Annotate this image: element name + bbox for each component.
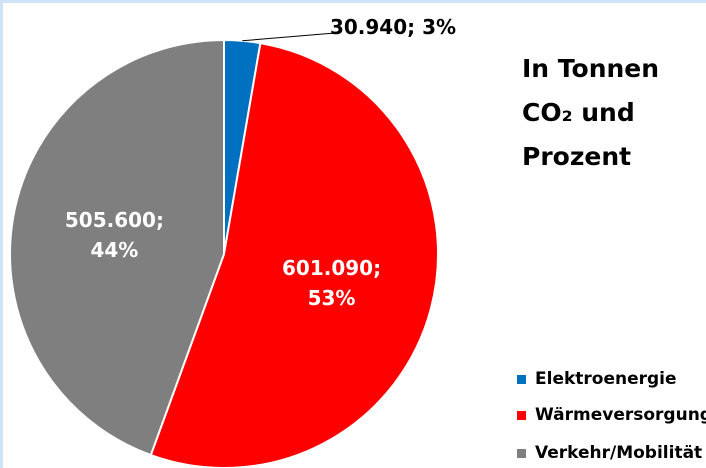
legend-swatch bbox=[517, 374, 526, 384]
data-label: 30.940; 3% bbox=[329, 15, 457, 39]
pie-slice bbox=[149, 41, 439, 468]
legend-swatch bbox=[517, 448, 526, 458]
data-label: 505.600; 44% bbox=[64, 207, 164, 262]
legend-label: Elektroenergie bbox=[535, 369, 677, 389]
legend-entry: Verkehr/Mobilität bbox=[517, 443, 702, 463]
pie-canvas bbox=[9, 32, 439, 468]
legend-entry: Elektroenergie bbox=[517, 369, 677, 389]
leader-line bbox=[242, 32, 336, 42]
pie-slice bbox=[9, 38, 225, 457]
legend-swatch bbox=[517, 410, 526, 420]
data-label: 601.090; 53% bbox=[281, 255, 382, 310]
legend-entry: Wärmeversorgung bbox=[517, 405, 706, 425]
legend-label: Wärmeversorgung bbox=[535, 405, 706, 425]
legend-label: Verkehr/Mobilität bbox=[535, 443, 703, 463]
chart-title: In Tonnen CO₂ und Prozent bbox=[522, 54, 660, 171]
